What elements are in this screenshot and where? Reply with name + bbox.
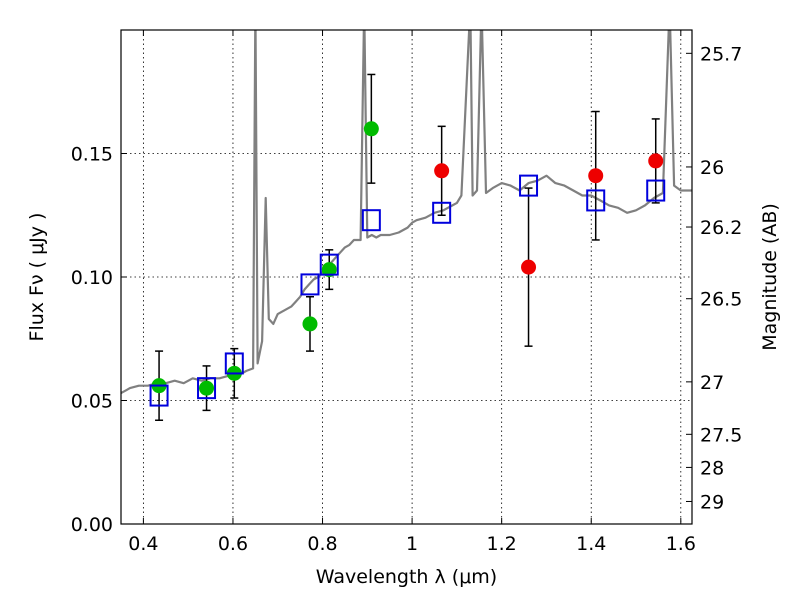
mag-tick-label: 27.5 — [700, 424, 742, 446]
mag-tick-label: 29 — [700, 491, 724, 513]
mag-tick-label: 28 — [700, 457, 724, 479]
red-data-point — [521, 259, 537, 275]
model-flux-square — [300, 273, 320, 296]
y-tick-label: 0.00 — [71, 514, 113, 536]
model-flux-square — [149, 384, 169, 407]
red-data-point — [588, 168, 604, 184]
y-tick-label: 0.10 — [71, 267, 113, 289]
spectrum-layer — [121, 30, 692, 395]
x-tick-label: 0.8 — [307, 533, 337, 555]
green-data-point — [321, 262, 337, 278]
x-tick-label: 0.6 — [218, 533, 248, 555]
model-flux-square — [197, 377, 217, 400]
model-flux-square — [319, 253, 339, 276]
x-tick-label: 1.6 — [666, 533, 696, 555]
mag-tick-label: 26 — [700, 157, 724, 179]
mag-tick-label: 25.7 — [700, 43, 742, 65]
model-flux-square — [224, 352, 244, 375]
grid — [121, 30, 692, 525]
green-data-point — [363, 121, 379, 137]
mag-tick-label: 26.5 — [700, 289, 742, 311]
model-flux-square — [646, 179, 666, 202]
x-tick-label: 1.4 — [576, 533, 606, 555]
x-tick-label: 1.2 — [487, 533, 517, 555]
model-flux-square — [586, 189, 606, 212]
x-axis-title: Wavelength λ (μm) — [316, 566, 497, 588]
marks-layer — [149, 73, 666, 422]
green-data-point — [302, 316, 318, 332]
ticks: 0.4 0.6 0.8 1 1.2 1.4 1.6 0.00 0.05 0.10 0.15 25.7 2… — [71, 30, 742, 555]
y-tick-label: 0.05 — [71, 391, 113, 413]
model-flux-square — [519, 174, 539, 197]
mag-tick-label: 27 — [700, 372, 724, 394]
y-axis-title: Flux Fν ( μJy ) — [26, 213, 48, 342]
red-data-point — [648, 153, 664, 169]
green-data-point — [199, 380, 215, 396]
spectrum-line — [121, 30, 692, 395]
model-flux-square — [432, 201, 452, 224]
mag-tick-label: 26.2 — [700, 217, 742, 239]
x-tick-label: 1 — [406, 533, 418, 555]
y2-axis-title: Magnitude (AB) — [759, 203, 781, 351]
x-tick-label: 0.4 — [128, 533, 158, 555]
y-tick-label: 0.15 — [71, 144, 113, 166]
red-data-point — [434, 163, 450, 179]
model-flux-square — [361, 209, 381, 232]
